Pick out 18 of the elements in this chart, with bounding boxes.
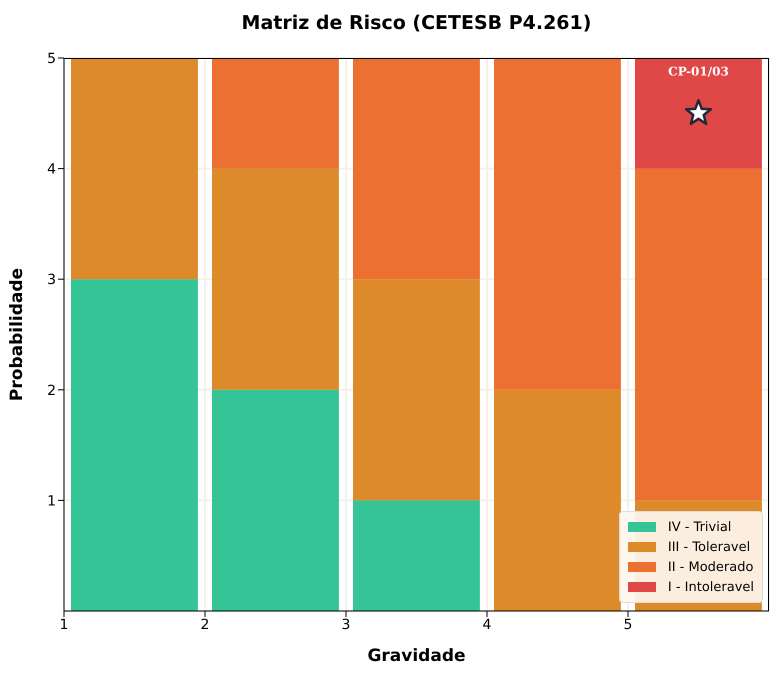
x-tick-label: 4 xyxy=(482,616,492,633)
text: CP-01/03 xyxy=(668,64,729,78)
y-axis-title: Probabilidade xyxy=(7,268,28,402)
y-tick-label: 4 xyxy=(47,162,56,178)
legend-label: IV - Trivial xyxy=(668,520,732,534)
x-tick-label: 1 xyxy=(60,616,68,633)
y-tick-label: 1 xyxy=(47,493,56,510)
y-tick-label: 3 xyxy=(47,272,56,288)
legend-label: III - Toleravel xyxy=(668,540,750,554)
x-tick-label: 5 xyxy=(624,616,632,633)
chart-title: Matriz de Risco (CETESB P4.261) xyxy=(240,11,592,36)
x-tick-label: 3 xyxy=(342,616,350,633)
legend-label: I - Intoleravel xyxy=(668,580,754,594)
legend-label: II - Moderado xyxy=(668,560,754,574)
x-axis-title: Gravidade xyxy=(367,646,466,666)
x-tick-label: 2 xyxy=(200,616,210,633)
y-tick-label: 5 xyxy=(47,50,56,67)
y-tick-label: 2 xyxy=(47,382,56,399)
